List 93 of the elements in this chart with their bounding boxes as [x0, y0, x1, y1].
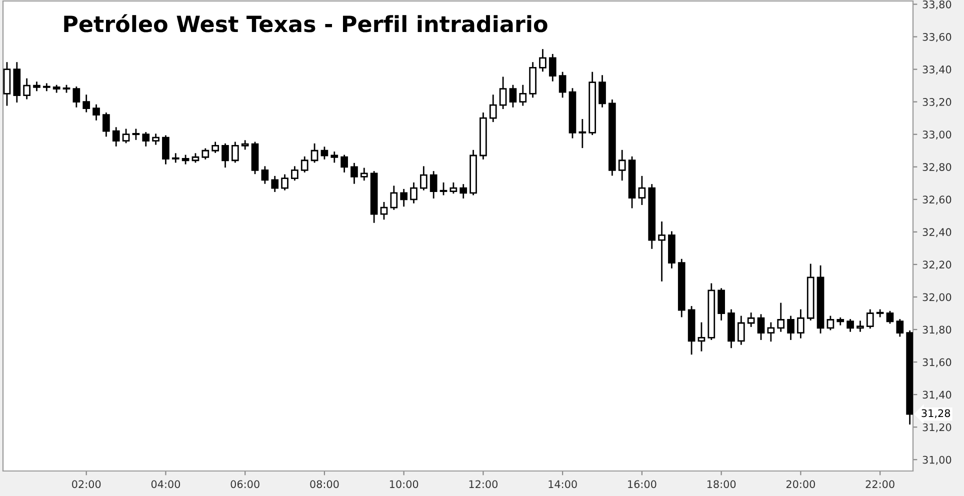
- candlestick: [350, 162, 358, 184]
- y-tick-label: 31,20: [922, 423, 952, 432]
- y-tick-label: 32,60: [922, 196, 952, 205]
- candlestick: [202, 148, 210, 160]
- candlestick: [509, 84, 517, 108]
- text: Petróleo West Texas - Perfil intradiario: [64, 14, 548, 32]
- candlestick: [42, 83, 50, 92]
- candlestick: [618, 150, 626, 181]
- candlestick: [856, 320, 864, 332]
- x-tick-label: 08:00: [310, 480, 339, 488]
- candlestick: [777, 302, 785, 332]
- candlestick: [112, 127, 120, 146]
- candlestick: [23, 78, 30, 100]
- candlestick: [142, 132, 150, 146]
- candlestick: [558, 72, 566, 98]
- candlestick: [271, 176, 279, 192]
- candlestick: [539, 49, 546, 72]
- y-tick-label: 31,40: [922, 390, 952, 400]
- candlestick: [598, 75, 606, 108]
- candlestick: [787, 316, 794, 340]
- candlestick: [548, 54, 556, 82]
- candlestick: [430, 171, 438, 198]
- y-tick-label: 31,00: [922, 456, 952, 465]
- y-tick-label: 33,40: [922, 66, 952, 74]
- candlestick: [281, 174, 288, 190]
- candlestick: [578, 119, 586, 148]
- candlestick: [400, 188, 408, 207]
- candlestick: [737, 316, 745, 345]
- candlestick: [132, 128, 140, 140]
- y-tick-label: 31,60: [922, 358, 952, 368]
- x-tick-label: 04:00: [151, 480, 180, 488]
- y-tick-label: 32,00: [922, 293, 952, 302]
- y-tick-label: 33,00: [922, 130, 952, 140]
- candlestick: [886, 310, 894, 324]
- candlestick: [212, 142, 219, 153]
- candlestick: [519, 84, 527, 106]
- y-tick-label: 32,40: [922, 228, 952, 238]
- candlestick: [757, 314, 765, 340]
- candlestick: [896, 319, 904, 337]
- y-tick-label: 33,80: [922, 0, 952, 10]
- y-tick-label: 32,80: [922, 163, 952, 172]
- candlestick: [102, 112, 110, 137]
- candlestick: [747, 312, 755, 327]
- candlestick: [162, 135, 170, 164]
- candlestick: [698, 322, 706, 352]
- x-tick-label: 02:00: [72, 480, 101, 488]
- candlestick: [826, 316, 834, 330]
- x-tick-label: 22:00: [866, 480, 894, 488]
- x-tick-label: 12:00: [469, 480, 498, 488]
- candlestick: [876, 309, 884, 318]
- x-tick-label: 20:00: [786, 480, 816, 488]
- x-tick-label: 14:00: [548, 480, 577, 488]
- candlestick: [866, 309, 874, 329]
- candlestick: [92, 104, 100, 120]
- candlestick: [767, 322, 775, 342]
- x-tick-label: 16:00: [628, 480, 656, 488]
- y-tick-label: 33,60: [922, 33, 952, 42]
- candlestick: [638, 176, 646, 205]
- candlestick: [82, 94, 90, 112]
- candlestick: [261, 166, 269, 184]
- x-tick-label: 18:00: [707, 480, 736, 488]
- candlestick: [291, 166, 298, 181]
- candlestick: [320, 146, 328, 160]
- candlestick: [489, 94, 497, 122]
- candlestick: [330, 152, 338, 163]
- candlestick: [797, 309, 804, 338]
- candlestick: [72, 86, 80, 108]
- candlestick: [360, 168, 368, 181]
- candlestick: [380, 202, 388, 220]
- candlestick: [390, 186, 398, 210]
- x-tick-label: 06:00: [230, 480, 260, 488]
- candlestick: [499, 76, 507, 110]
- candlestick: [410, 182, 418, 204]
- candlestick: [340, 154, 348, 172]
- x-tick-label: 10:00: [390, 480, 418, 488]
- candlestick: [152, 134, 160, 145]
- candlestick: [658, 221, 666, 282]
- candlestick: [222, 143, 229, 168]
- y-tick-label: 33,20: [922, 98, 952, 107]
- candlestick: [231, 142, 239, 163]
- candlestick: [450, 182, 458, 194]
- y-tick-label: 31,80: [922, 326, 952, 335]
- candlestick: [460, 184, 468, 198]
- candlestick: [420, 166, 428, 190]
- candlestick: [310, 143, 318, 163]
- candlestick: [440, 182, 448, 196]
- candlestick: [718, 288, 725, 320]
- candlestick: [122, 128, 130, 144]
- candlestick: [846, 319, 854, 332]
- annotation: 31,28: [922, 409, 950, 418]
- y-tick-label: 32,20: [922, 260, 952, 270]
- candlestick: [300, 156, 308, 172]
- candlestick: [172, 153, 180, 163]
